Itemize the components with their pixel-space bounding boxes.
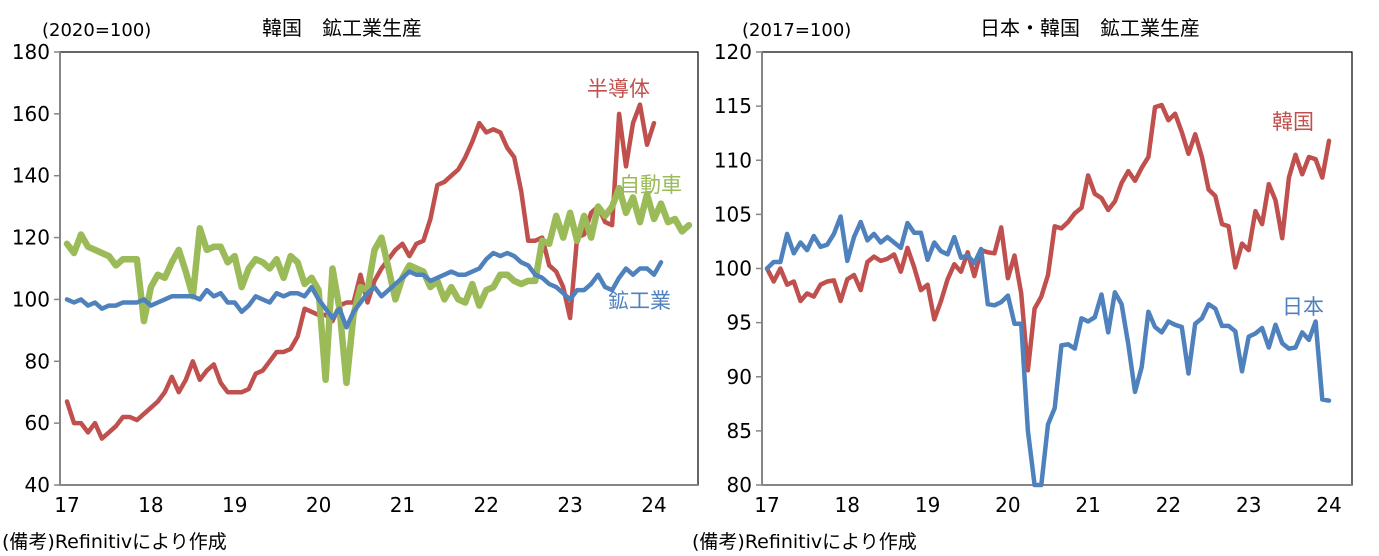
series-lines xyxy=(764,102,1332,488)
series-label-korea: 韓国 xyxy=(1272,110,1314,134)
plot-frame xyxy=(761,51,1353,486)
y-tick-label: 160 xyxy=(12,102,50,126)
y-tick-label: 120 xyxy=(714,40,752,64)
x-tick-label: 18 xyxy=(835,493,860,517)
x-tick-label: 17 xyxy=(54,493,79,517)
axes: 40 60 80 100 120 140 160 180 17 18 19 20 21 22 23 24 xyxy=(12,40,698,517)
series-lines xyxy=(63,102,693,441)
y-tick-label: 120 xyxy=(12,226,50,250)
x-tick-label: 22 xyxy=(1156,493,1181,517)
axes: 80 85 90 95 100 105 110 115 120 17 18 19 20 21 22 23 24 xyxy=(714,40,1352,517)
y-tick-label: 100 xyxy=(12,287,50,311)
x-tick-label: 20 xyxy=(306,493,331,517)
series-line xyxy=(764,102,1332,373)
korea-industrial-production-panel: 韓国 鉱工業生産 (2020=100) 40 60 80 100 120 140 160 18… xyxy=(2,16,699,553)
x-tick-label: 19 xyxy=(222,493,247,517)
line-chart-plot: 40 60 80 100 120 140 160 180 17 18 19 20 21 22 23 24 半導… xyxy=(12,40,699,517)
base-year-note: (2017=100) xyxy=(742,20,852,41)
japan-korea-industrial-production-panel: 日本・韓国 鉱工業生産 (2017=100) 80 85 90 95 100 105 110… xyxy=(690,0,1379,556)
y-tick-label: 40 xyxy=(25,473,50,497)
x-tick-label: 23 xyxy=(1236,493,1261,517)
x-tick-label: 20 xyxy=(995,493,1020,517)
x-tick-label: 21 xyxy=(390,493,415,517)
y-tick-label: 90 xyxy=(727,365,752,389)
y-tick-label: 85 xyxy=(727,419,752,443)
y-tick-label: 80 xyxy=(727,473,752,497)
y-tick-label: 180 xyxy=(12,40,50,64)
series-label-automobile: 自動車 xyxy=(619,173,682,197)
x-tick-label: 17 xyxy=(754,493,779,517)
y-tick-label: 140 xyxy=(12,164,50,188)
series-line xyxy=(64,102,657,441)
x-tick-label: 21 xyxy=(1075,493,1100,517)
y-tick-label: 105 xyxy=(714,202,752,226)
chart-title: 韓国 鉱工業生産 xyxy=(262,16,422,40)
source-note: (備考)Refinitivにより作成 xyxy=(692,531,917,553)
y-tick-label: 80 xyxy=(25,349,50,373)
series-line xyxy=(764,214,1332,488)
series-label-semiconductor: 半導体 xyxy=(587,77,650,101)
y-tick-label: 100 xyxy=(714,257,752,281)
y-tick-label: 60 xyxy=(25,411,50,435)
x-tick-label: 18 xyxy=(138,493,163,517)
x-tick-label: 19 xyxy=(915,493,940,517)
y-tick-label: 95 xyxy=(727,311,752,335)
x-tick-label: 24 xyxy=(641,493,666,517)
source-note: (備考)Refinitivにより作成 xyxy=(2,531,227,553)
y-tick-label: 110 xyxy=(714,148,752,172)
series-line xyxy=(64,250,664,330)
chart-title: 日本・韓国 鉱工業生産 xyxy=(980,16,1200,40)
y-tick-label: 115 xyxy=(714,94,752,118)
x-tick-label: 23 xyxy=(557,493,582,517)
x-tick-label: 22 xyxy=(474,493,499,517)
x-tick-label: 24 xyxy=(1316,493,1341,517)
base-year-note: (2020=100) xyxy=(42,20,152,41)
series-label-japan: 日本 xyxy=(1282,295,1324,319)
series-label-industry: 鉱工業 xyxy=(608,289,671,313)
series-line xyxy=(63,184,693,387)
